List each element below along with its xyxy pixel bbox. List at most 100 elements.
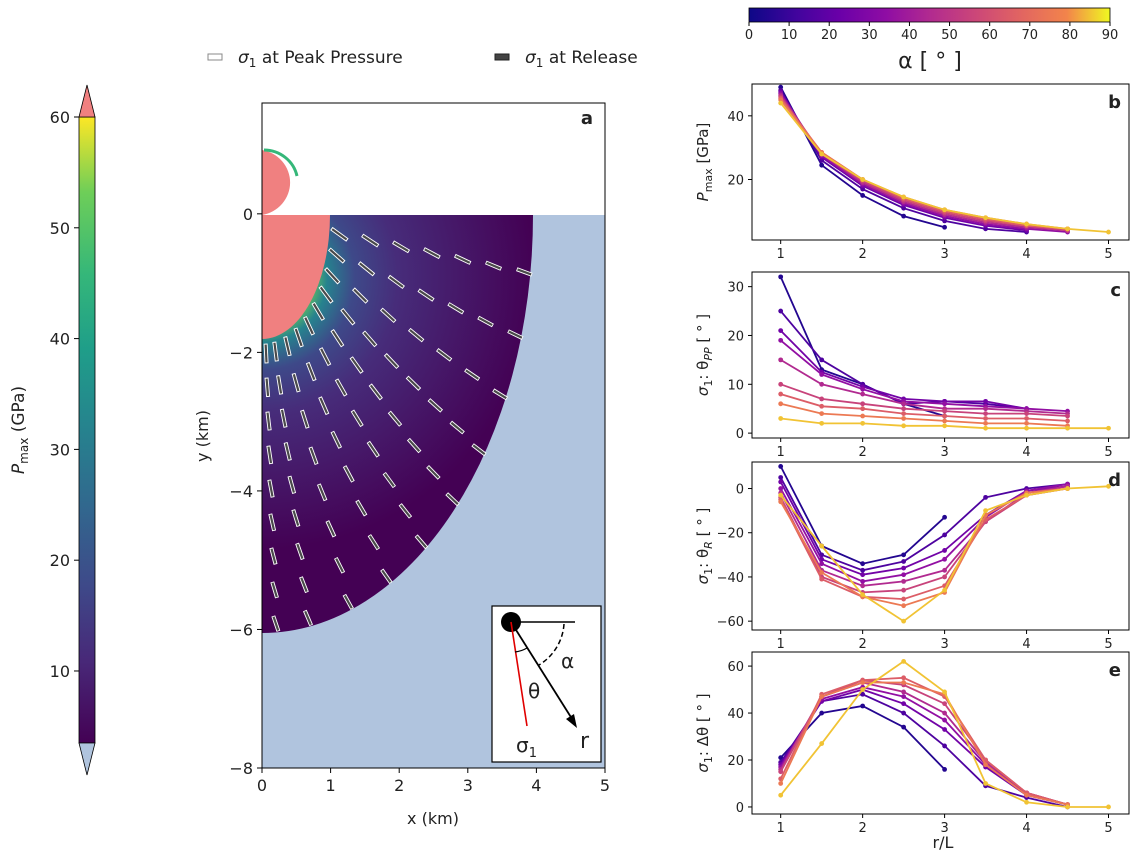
release-stress-tick	[424, 248, 440, 258]
release-stress-tick	[351, 410, 363, 426]
release-stress-tick	[406, 376, 420, 390]
alpha-tick-label: 20	[821, 28, 838, 43]
data-point	[778, 416, 784, 421]
alpha-colorbar-ticks: 0 10 20 30 40 50 60 70 80 90	[745, 22, 1118, 43]
release-stress-tick	[418, 289, 434, 301]
data-point	[901, 658, 907, 664]
inset-alpha-arc	[538, 623, 565, 666]
xtick-label: 3	[940, 821, 948, 836]
data-point	[819, 396, 825, 402]
panel-a-xtick-label: 5	[600, 776, 610, 795]
release-stress-tick	[273, 342, 278, 361]
panel-c-letter: c	[1110, 280, 1121, 301]
ytick-label: 40	[727, 707, 744, 722]
data-point	[860, 572, 866, 578]
data-point	[778, 479, 784, 485]
data-point	[901, 411, 907, 416]
data-point	[942, 567, 947, 573]
data-point	[901, 724, 907, 730]
release-stress-tick	[359, 262, 374, 276]
inset-sigma-line	[510, 621, 528, 727]
panel-a: 0 1 2 3 4 5 0 −2 −4 −6 −8 a x (km) y (km) α θ r σ1	[193, 102, 610, 828]
inset-sigma-label: σ1	[516, 733, 537, 761]
data-point	[778, 475, 784, 480]
release-stress-tick	[318, 484, 327, 501]
ytick-label: 0	[736, 427, 744, 442]
release-stress-tick	[350, 357, 363, 373]
data-point	[778, 792, 784, 798]
xtick-label: 3	[940, 247, 948, 262]
xtick-label: 2	[859, 445, 867, 460]
data-point	[901, 680, 907, 685]
ytick-label: 20	[727, 754, 744, 769]
release-stress-tick	[319, 286, 333, 303]
data-point	[778, 464, 784, 469]
alpha-tick-label: 50	[941, 28, 958, 43]
data-point	[860, 680, 866, 685]
data-point	[942, 701, 947, 707]
xtick-label: 5	[1104, 247, 1112, 262]
panel-a-xtick-label: 3	[463, 776, 473, 795]
data-point	[983, 762, 988, 768]
release-stress-tick	[486, 261, 501, 270]
data-point	[942, 743, 947, 749]
data-point	[860, 391, 866, 397]
release-stress-tick	[450, 421, 464, 434]
panel-a-ytick-label: −6	[229, 620, 253, 639]
data-point	[778, 769, 784, 775]
panel-a-axes: 0 1 2 3 4 5 0 −2 −4 −6 −8	[229, 205, 610, 795]
pmax-tick-label: 60	[50, 108, 70, 127]
data-point	[778, 492, 784, 498]
data-point	[942, 717, 947, 723]
release-stress-tick	[300, 577, 308, 593]
release-stress-tick	[353, 288, 368, 303]
data-point	[860, 703, 866, 709]
xtick-label: 1	[777, 637, 785, 652]
release-stress-tick	[363, 331, 377, 346]
data-point	[819, 151, 825, 157]
data-point	[778, 328, 784, 333]
pmax-colorbar-gradient	[78, 116, 96, 744]
release-stress-tick	[284, 443, 291, 460]
data-point	[778, 357, 784, 363]
xtick-label: 2	[859, 247, 867, 262]
panel-e: 1 2 3 4 5 0 20 40 60 e σ1: Δθ [ ° ]	[694, 651, 1130, 836]
pmax-tick-label: 20	[50, 551, 70, 570]
ytick-label: 30	[727, 281, 744, 296]
panel-c-ylabel: σ1: θPP [ ° ]	[694, 314, 715, 396]
pmax-colorbar-label: Pmax (GPa)	[9, 386, 31, 474]
release-stress-tick	[304, 610, 312, 626]
legend-release-swatch	[494, 53, 510, 61]
release-stress-tick	[341, 309, 355, 325]
data-point	[942, 587, 947, 593]
release-stress-tick	[325, 268, 340, 284]
panel-c-frame	[751, 271, 1130, 439]
panel-d-letter: d	[1108, 470, 1121, 491]
release-stress-tick	[368, 535, 379, 550]
data-point	[983, 398, 988, 404]
ytick-label: −60	[717, 615, 744, 630]
data-point	[983, 420, 988, 426]
data-point	[1024, 799, 1029, 805]
release-stress-tick	[268, 480, 274, 497]
xtick-label: 3	[940, 445, 948, 460]
panel-a-ytick-label: −4	[229, 482, 253, 501]
release-stress-tick	[265, 378, 270, 397]
data-point	[983, 781, 988, 786]
panel-a-xtick-label: 1	[326, 776, 336, 795]
orientation-legend: σ1 at Peak Pressure σ1 at Release	[207, 48, 638, 70]
release-stress-tick	[271, 582, 278, 598]
data-point	[942, 418, 947, 424]
series-line-alpha-15	[779, 477, 1068, 572]
data-point	[860, 687, 866, 692]
release-stress-tick	[336, 379, 347, 396]
panel-a-letter: a	[581, 108, 593, 129]
data-point	[1106, 804, 1111, 810]
pmax-tick-label: 40	[50, 330, 70, 349]
series-line-alpha-65	[779, 676, 1068, 806]
inset-alpha-label: α	[561, 649, 574, 673]
ytick-label: 0	[736, 483, 744, 498]
data-point	[901, 559, 907, 564]
